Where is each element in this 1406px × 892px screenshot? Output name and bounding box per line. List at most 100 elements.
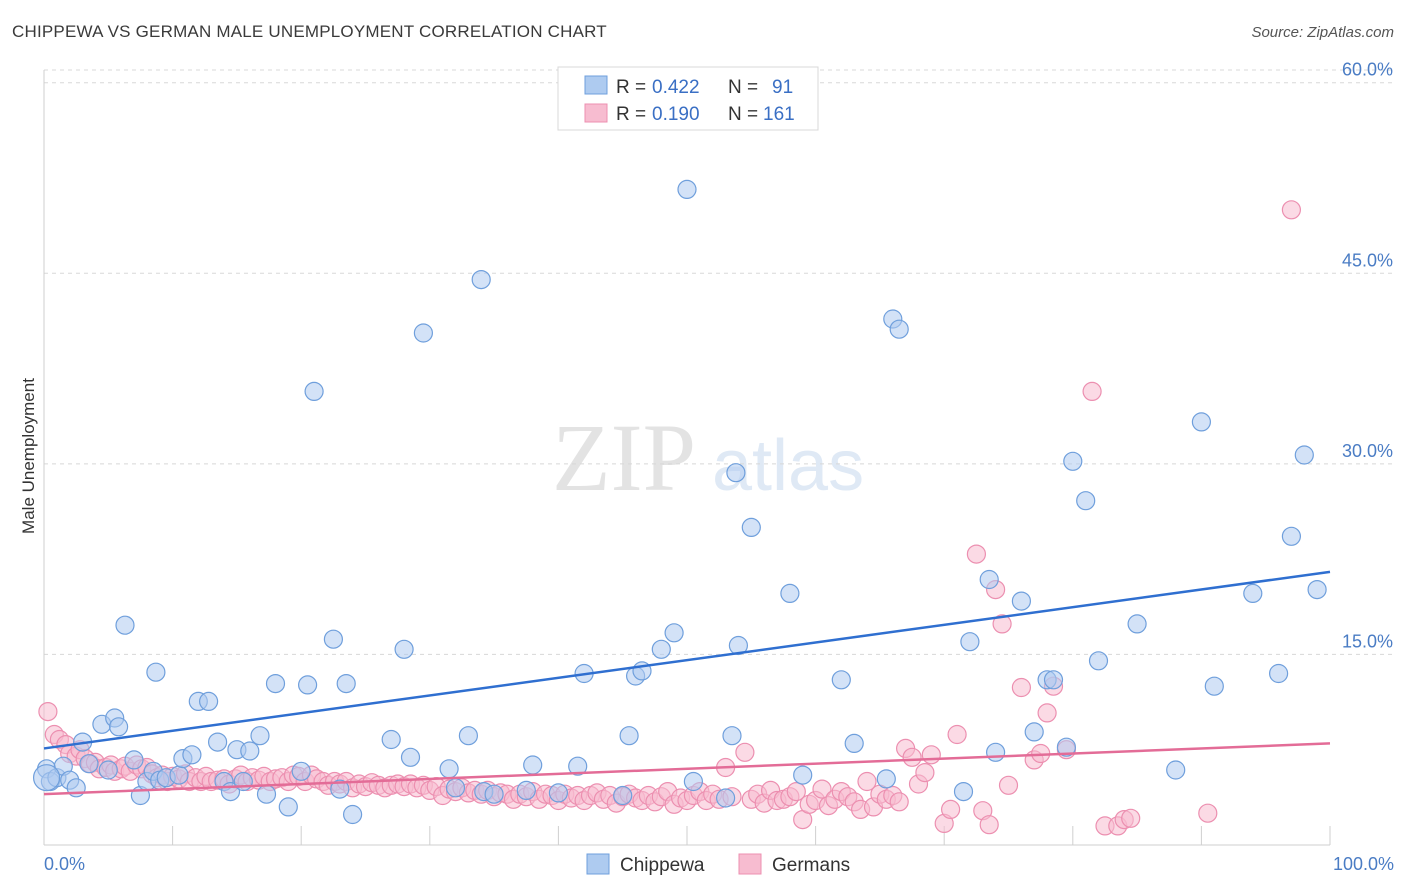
chippewa-point [79,754,99,774]
germans-point [966,544,987,564]
chippewa-point [677,179,697,199]
chippewa-point [439,759,459,779]
chippewa-point [413,323,433,343]
y-tick-label: 45.0% [1342,250,1393,270]
chippewa-point [1191,412,1212,432]
y-axis-label: Male Unemployment [19,378,38,534]
chippewa-point [889,319,909,339]
x-tick-label-min: 0.0% [44,854,85,874]
legend-box: R = 0.422 N = 91 R = 0.190 N = 161 [557,66,819,131]
chippewa-point [715,788,736,808]
chippewa-point [728,635,749,656]
chippewa-point [98,760,118,780]
chippewa-point [664,623,684,643]
chippewa-point [278,797,298,817]
chippewa-point [291,761,311,781]
gridlines [44,69,1394,655]
chippewa-point [1076,491,1096,511]
chippewa-point [780,583,800,604]
x-tick-label-max: 100.0% [1333,854,1394,874]
chippewa-point [979,569,999,590]
chippewa-point [726,463,746,483]
bottom-legend-label-chippewa: Chippewa [620,855,705,876]
chippewa-point [683,771,704,792]
watermark-zip: ZIP [552,404,696,511]
legend-r-value-germans: 0.190 [652,104,700,125]
chippewa-point [146,662,166,682]
chippewa-point [1268,663,1289,684]
chippewa-point [124,750,144,770]
chippewa-point [831,670,851,690]
chippewa-point [381,729,401,750]
germans-point [992,614,1012,634]
legend-n-label-chippewa: N = [728,77,758,98]
germans-point [1281,200,1302,220]
chippewa-point [240,741,260,761]
chippewa-point [182,745,202,765]
chippewa-point [169,765,189,785]
germans-trend-line [43,742,1331,796]
chippewa-point [985,742,1006,762]
bottom-legend-swatch-chippewa [586,853,610,875]
chippewa-point [876,769,896,789]
chippewa-point [793,765,813,785]
chippewa-point [394,639,414,659]
legend-swatch-chippewa [584,75,608,95]
chippewa-point [256,784,277,804]
y-tick-label: 60.0% [1342,60,1393,80]
chippewa-point [323,629,343,649]
chippewa-point [336,673,356,694]
chippewa-point [400,747,421,767]
bottom-legend-swatch-germans [738,853,762,875]
germans-point [1037,703,1057,723]
chippewa-point [741,517,761,538]
chippewa-point [1011,591,1032,611]
chippewa-point [1294,445,1314,465]
chippewa-point [108,717,129,737]
legend-r-label-germans: R = [616,104,646,125]
chippewa-point [1088,651,1109,671]
germans-point [1011,677,1032,698]
germans-point [921,745,941,765]
legend-r-value-chippewa: 0.422 [652,77,700,98]
chippewa-point [523,755,543,775]
chippewa-point [445,778,466,798]
chippewa-point [568,756,588,776]
chippewa-point [115,615,135,635]
chippewa-point [304,381,324,401]
chippewa-point [32,764,61,792]
legend-n-value-chippewa: 91 [772,77,793,98]
germans-point [735,742,755,762]
germans-point [998,775,1019,795]
chippewa-point [960,632,980,652]
germans-point [1082,381,1102,401]
chippewa-point [844,733,864,754]
legend-n-value-germans: 161 [763,104,795,125]
chippewa-point [199,691,219,712]
chippewa-point [484,784,504,804]
y-tick-label: 15.0% [1342,631,1393,651]
germans-point [902,747,922,767]
chippewa-point [548,783,569,803]
chart-title: CHIPPEWA VS GERMAN MALE UNEMPLOYMENT COR… [12,22,607,41]
legend-swatch-germans [584,103,608,123]
legend-r-label-chippewa: R = [616,77,646,98]
chippewa-point [458,726,478,746]
chippewa-point [1281,526,1302,546]
germans-point [1121,808,1141,828]
chippewa-point [343,804,363,825]
germans-point [812,779,832,799]
germans-point [857,771,877,792]
chippewa-point [1243,583,1263,604]
chippewa-point [1127,614,1147,634]
bottom-legend: Chippewa Germans [586,853,850,876]
y-tick-label: 30.0% [1342,441,1393,461]
chippewa-point [1307,579,1327,600]
chippewa-point [1204,676,1224,696]
chippewa-point [330,779,350,799]
germans-points [38,200,1302,836]
source-label: Source: ZipAtlas.com [1251,24,1394,41]
chippewa-trend-line [43,570,1331,750]
germans-point [1198,803,1218,823]
